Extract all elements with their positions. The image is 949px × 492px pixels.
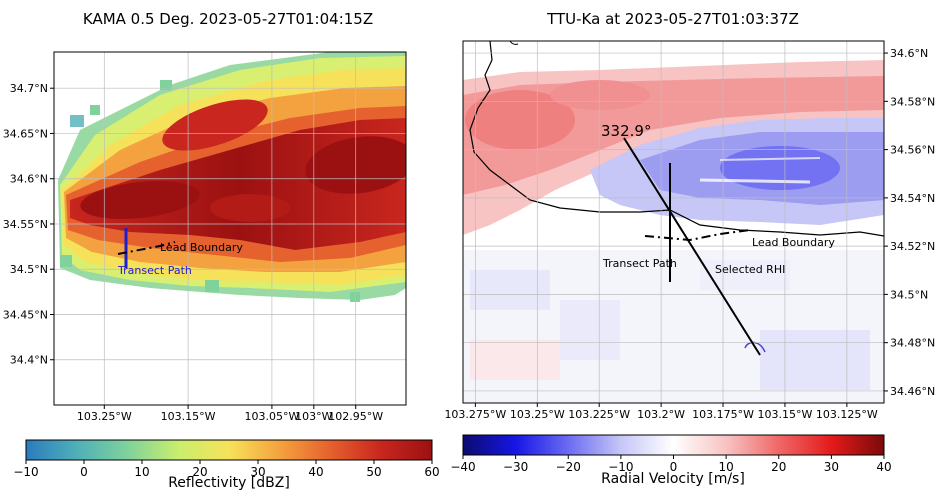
kama-title: KAMA 0.5 Deg. 2023-05-27T01:04:15Z [83, 10, 373, 28]
selected-rhi-line [623, 137, 761, 356]
ttuka-y-tick-label: 34.6°N [890, 47, 928, 60]
reflectivity-colorbar-ticks: −10 0 10 20 30 40 50 60 [13, 460, 440, 479]
ttuka-y-tick-label: 34.56°N [890, 144, 935, 157]
ttuka-x-tick-label: 103.225°W [568, 408, 630, 421]
kama-reflectivity-field [58, 52, 406, 302]
ttuka-y-tick-label: 34.5°N [890, 288, 928, 301]
kama-y-tick-label: 34.6°N [10, 173, 48, 186]
ttuka-title: TTU-Ka at 2023-05-27T01:03:37Z [546, 10, 799, 28]
ttuka-colorbar-tick-label: −40 [450, 460, 475, 474]
kama-colorbar-tick-label: 20 [192, 465, 207, 479]
kama-x-tick-label: 102.95°W [328, 410, 383, 423]
ttuka-y-tick-label: 34.48°N [890, 337, 935, 350]
kama-panel: KAMA 0.5 Deg. 2023-05-27T01:04:15Z [3, 10, 407, 423]
ttuka-x-tick-label: 103.25°W [510, 408, 565, 421]
reflectivity-colorbar: −10 0 10 20 30 40 50 60 Reflectivity [dBZ] [13, 439, 440, 491]
kama-y-tick-label: 34.7°N [10, 82, 48, 95]
kama-colorbar-tick-label: 60 [424, 465, 439, 479]
ttuka-colorbar-tick-label: 0 [670, 460, 678, 474]
kama-lead-boundary-line [117, 241, 176, 255]
ttuka-colorbar-tick-label: 20 [771, 460, 786, 474]
ttuka-colorbar-tick-label: −10 [608, 460, 633, 474]
kama-colorbar-tick-label: 0 [80, 465, 88, 479]
ttuka-gridlines [463, 41, 884, 403]
kama-y-tick-label: 34.4°N [10, 354, 48, 367]
velocity-colorbar-label: Radial Velocity [m/s] [601, 471, 745, 487]
ttuka-x-tick-label: 103.15°W [758, 408, 813, 421]
kama-y-tick-label: 34.55°N [3, 218, 48, 231]
ttuka-lead-boundary-label: Lead Boundary [752, 236, 835, 249]
velocity-colorbar: −40 −30 −20 −10 0 10 20 30 40 Radial Velocity [m… [450, 434, 892, 487]
kama-y-tick-label: 34.65°N [3, 127, 48, 140]
ttuka-x-axis: 103.275°W 103.25°W 103.225°W 103.2°W 103.175… [444, 403, 878, 421]
ttuka-x-tick-label: 103.125°W [816, 408, 878, 421]
ttuka-colorbar-tick-label: −20 [556, 460, 581, 474]
ttuka-lead-boundary-line [644, 229, 751, 242]
kama-x-tick-label: 103°W [295, 410, 332, 423]
ttuka-y-tick-label: 34.54°N [890, 192, 935, 205]
kama-colorbar-tick-label: 30 [250, 465, 265, 479]
kama-lead-boundary-label: Lead Boundary [160, 241, 243, 254]
ttuka-x-tick-label: 103.2°W [637, 408, 685, 421]
kama-colorbar-tick-label: 50 [366, 465, 381, 479]
reflectivity-colorbar-label: Reflectivity [dBZ] [168, 475, 290, 491]
ttuka-y-tick-label: 34.58°N [890, 95, 935, 108]
kama-y-tick-label: 34.45°N [3, 308, 48, 321]
rhi-azimuth-label: 332.9° [601, 122, 651, 140]
kama-y-tick-label: 34.5°N [10, 263, 48, 276]
kama-colorbar-tick-label: 40 [308, 465, 323, 479]
ttuka-x-tick-label: 103.275°W [444, 408, 506, 421]
kama-colorbar-tick-label: 10 [134, 465, 149, 479]
kama-x-tick-label: 103.15°W [161, 410, 216, 423]
kama-colorbar-tick-label: −10 [13, 465, 38, 479]
velocity-colorbar-ticks: −40 −30 −20 −10 0 10 20 30 40 [450, 455, 892, 474]
kama-y-axis: 34.4°N 34.45°N 34.5°N 34.55°N 34.6°N 34.65°N 3… [3, 82, 54, 367]
reflectivity-colorbar-gradient [25, 439, 433, 461]
ttuka-y-tick-label: 34.52°N [890, 240, 935, 253]
kama-x-tick-label: 103.05°W [244, 410, 299, 423]
ttuka-colorbar-tick-label: 10 [718, 460, 733, 474]
ttuka-colorbar-tick-label: 30 [824, 460, 839, 474]
kama-x-tick-label: 103.25°W [77, 410, 132, 423]
ttuka-panel: TTU-Ka at 2023-05-27T01:03:37Z [444, 10, 935, 421]
ttuka-y-tick-label: 34.46°N [890, 385, 935, 398]
kama-transect-path-label: Transect Path [117, 264, 192, 277]
ttuka-x-tick-label: 103.175°W [692, 408, 754, 421]
ttuka-transect-path-label: Transect Path [602, 257, 677, 270]
kama-gridlines [54, 52, 406, 405]
ttuka-velocity-field [463, 41, 884, 403]
kama-axes-frame [53, 51, 407, 406]
velocity-colorbar-gradient [462, 434, 885, 456]
selected-rhi-label: Selected RHI [715, 263, 785, 276]
ttuka-axes-frame [462, 40, 885, 404]
ttuka-y-axis: 34.46°N 34.48°N 34.5°N 34.52°N 34.54°N 34.56°… [884, 47, 935, 398]
ttuka-colorbar-tick-label: 40 [876, 460, 891, 474]
ttuka-colorbar-tick-label: −30 [503, 460, 528, 474]
